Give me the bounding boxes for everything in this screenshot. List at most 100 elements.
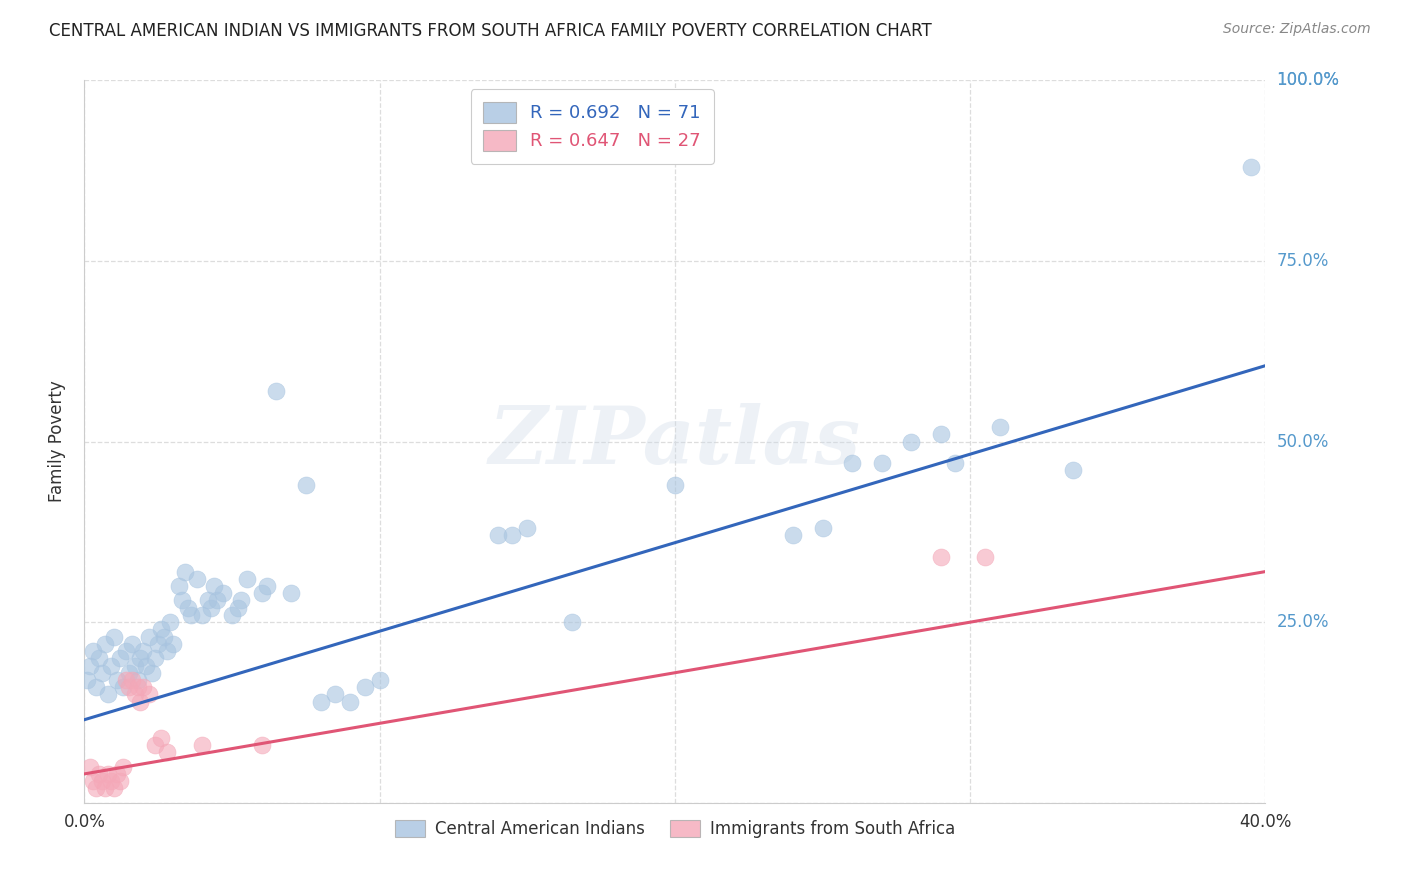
Point (103, 630, 125, 644)
Point (97, 767, 120, 781)
Point (325, 687, 347, 701)
Point (250, 738, 273, 752)
Text: 100.0%: 100.0% (1277, 71, 1340, 89)
Point (84, 781, 107, 796)
Point (124, 687, 146, 701)
Point (250, 586, 273, 600)
Point (111, 760, 134, 774)
Point (280, 586, 302, 600)
Point (159, 615, 181, 630)
Point (82, 774, 104, 789)
Text: Source: ZipAtlas.com: Source: ZipAtlas.com (1223, 22, 1371, 37)
Point (121, 673, 143, 687)
Point (97, 687, 120, 701)
Point (516, 521, 538, 535)
Point (945, 456, 967, 470)
Text: 100.0%: 100.0% (1277, 71, 1340, 89)
Point (486, 528, 509, 542)
Point (143, 738, 166, 752)
Point (114, 673, 136, 687)
Point (148, 637, 170, 651)
Point (108, 651, 131, 665)
Point (354, 680, 377, 694)
Point (91, 774, 114, 789)
Point (974, 550, 997, 565)
Point (105, 767, 128, 781)
Text: CENTRAL AMERICAN INDIAN VS IMMIGRANTS FROM SOUTH AFRICA FAMILY POVERTY CORRELATI: CENTRAL AMERICAN INDIAN VS IMMIGRANTS FR… (49, 22, 932, 40)
Point (79, 658, 101, 673)
Point (841, 456, 863, 470)
Point (153, 630, 176, 644)
Point (114, 644, 136, 658)
Text: 25.0%: 25.0% (1277, 613, 1329, 632)
Point (135, 658, 157, 673)
Point (111, 680, 134, 694)
Point (138, 630, 160, 644)
Point (141, 665, 163, 680)
Point (103, 781, 125, 796)
Point (162, 637, 184, 651)
Point (91, 665, 114, 680)
Point (221, 607, 243, 622)
Point (82, 644, 104, 658)
Point (229, 593, 252, 607)
Point (207, 593, 229, 607)
Point (76, 673, 98, 687)
Point (212, 586, 235, 600)
Point (150, 731, 173, 745)
Point (1240, 160, 1263, 174)
Point (121, 637, 143, 651)
Point (94, 781, 117, 796)
Point (143, 651, 166, 665)
Y-axis label: Family Poverty: Family Poverty (48, 381, 66, 502)
Point (870, 456, 893, 470)
Point (339, 695, 361, 709)
Point (664, 478, 686, 492)
Point (1063, 463, 1085, 477)
Point (127, 680, 149, 694)
Point (186, 572, 208, 586)
Point (929, 550, 952, 565)
Point (138, 687, 160, 701)
Point (79, 760, 101, 774)
Text: 75.0%: 75.0% (1277, 252, 1329, 270)
Point (368, 673, 391, 687)
Point (200, 600, 222, 615)
Point (87, 651, 111, 665)
Point (132, 680, 155, 694)
Point (309, 695, 332, 709)
Point (124, 658, 146, 673)
Point (100, 774, 122, 789)
Point (129, 695, 152, 709)
Point (988, 420, 1011, 434)
Point (118, 665, 141, 680)
Point (156, 644, 179, 658)
Text: 50.0%: 50.0% (1277, 433, 1329, 450)
Point (811, 521, 834, 535)
Point (501, 528, 523, 542)
Point (561, 615, 583, 630)
Point (156, 745, 179, 759)
Point (177, 600, 200, 615)
Point (94, 637, 117, 651)
Point (929, 427, 952, 442)
Point (105, 673, 128, 687)
Point (266, 384, 288, 398)
Point (173, 565, 195, 579)
Point (236, 572, 259, 586)
Point (191, 607, 214, 622)
Point (191, 738, 214, 752)
Point (256, 579, 278, 593)
Point (900, 434, 922, 449)
Point (129, 651, 152, 665)
Legend: Central American Indians, Immigrants from South Africa: Central American Indians, Immigrants fro… (388, 814, 962, 845)
Point (167, 579, 190, 593)
Point (197, 593, 219, 607)
Point (118, 680, 141, 694)
Point (100, 658, 122, 673)
Point (295, 478, 318, 492)
Point (127, 673, 149, 687)
Point (782, 528, 804, 542)
Point (170, 593, 193, 607)
Point (150, 623, 173, 637)
